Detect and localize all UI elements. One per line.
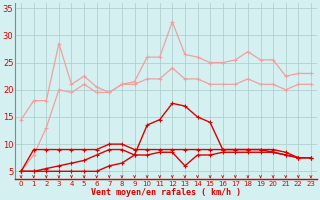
X-axis label: Vent moyen/en rafales ( km/h ): Vent moyen/en rafales ( km/h )	[91, 188, 241, 197]
